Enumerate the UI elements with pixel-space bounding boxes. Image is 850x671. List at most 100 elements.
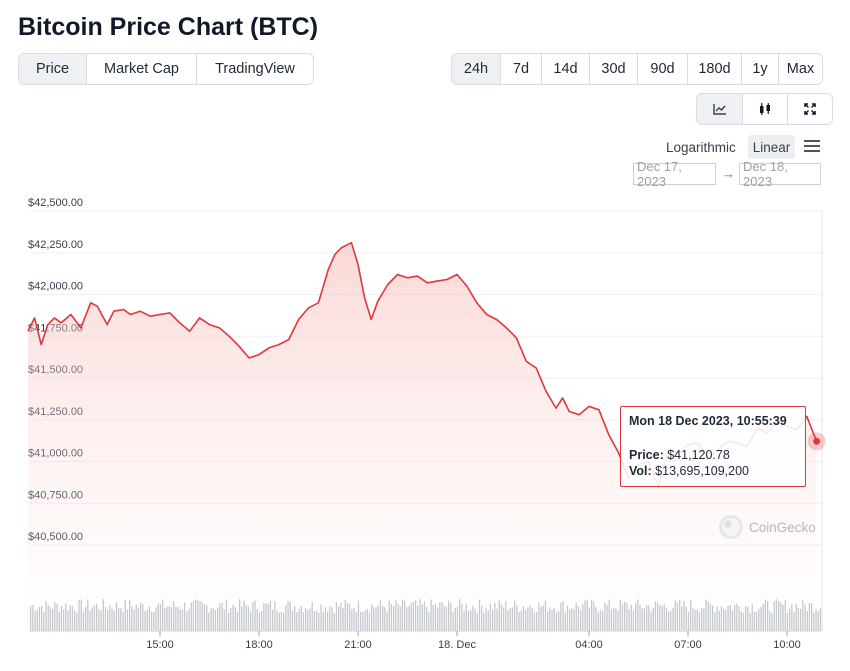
volume-bar <box>564 612 566 631</box>
date-range-arrow: → <box>722 166 735 181</box>
range-24h-button[interactable]: 24h <box>452 54 500 84</box>
volume-bar <box>709 604 712 631</box>
tab-market-cap[interactable]: Market Cap <box>86 54 196 84</box>
volume-bar <box>335 602 338 631</box>
range-1y-button[interactable]: 1y <box>741 54 778 84</box>
volume-bar <box>269 600 272 631</box>
volume-bar <box>525 609 527 631</box>
volume-bar <box>542 605 544 631</box>
volume-bar <box>551 609 553 631</box>
volume-bar <box>683 600 685 631</box>
logarithmic-scale-option[interactable]: Logarithmic <box>666 139 736 155</box>
volume-bar <box>52 609 54 631</box>
volume-bar <box>280 611 283 631</box>
range-14d-button[interactable]: 14d <box>541 54 589 84</box>
volume-bar <box>157 603 159 631</box>
volume-bar <box>41 605 43 631</box>
volume-bar <box>74 610 76 631</box>
volume-bar <box>773 601 775 631</box>
range-180d-button[interactable]: 180d <box>687 54 741 84</box>
volume-bar <box>80 599 82 631</box>
volume-bar <box>124 600 126 631</box>
range-30d-button[interactable]: 30d <box>589 54 637 84</box>
candlestick-view-button[interactable] <box>742 94 787 124</box>
volume-bar <box>430 599 432 631</box>
tooltip-vol-value: $13,695,109,200 <box>655 464 750 478</box>
range-7d-button[interactable]: 7d <box>500 54 541 84</box>
fullscreen-button[interactable] <box>787 94 832 124</box>
range-90d-button[interactable]: 90d <box>637 54 687 84</box>
volume-bar <box>82 611 85 631</box>
volume-bar <box>428 611 430 631</box>
volume-bar <box>243 600 245 631</box>
tab-tradingview[interactable]: TradingView <box>196 54 313 84</box>
volume-bar <box>813 612 815 631</box>
volume-bar <box>113 610 115 631</box>
volume-bar <box>474 608 476 631</box>
volume-bar <box>516 605 518 631</box>
volume-bar <box>155 607 157 631</box>
x-tick-label: 18:00 <box>245 639 273 651</box>
volume-bar <box>749 612 751 631</box>
volume-bar <box>177 606 179 631</box>
volume-bar <box>549 607 551 631</box>
hamburger-menu-icon[interactable] <box>803 138 821 154</box>
volume-bar <box>43 611 45 631</box>
volume-bar <box>637 599 639 631</box>
range-max-button[interactable]: Max <box>778 54 822 84</box>
volume-bar <box>71 606 74 631</box>
volume-bar <box>184 602 186 631</box>
volume-bar <box>518 611 520 631</box>
volume-bar <box>782 605 784 631</box>
date-to-input[interactable]: Dec 18, 2023 <box>739 159 821 189</box>
volume-bar <box>120 608 122 631</box>
volume-bar <box>789 608 791 631</box>
volume-bar <box>639 604 641 631</box>
line-view-button[interactable] <box>697 94 742 124</box>
volume-bar <box>529 605 531 631</box>
volume-bar <box>511 607 514 631</box>
volume-bar <box>399 606 401 631</box>
view-mode-selector <box>696 93 833 125</box>
volume-bar <box>553 607 555 631</box>
volume-bar <box>514 600 516 631</box>
volume-bar <box>659 605 661 631</box>
volume-bar <box>100 610 102 631</box>
price-chart[interactable]: $40,500.00$40,750.00$41,000.00$41,250.00… <box>0 195 850 665</box>
volume-bar <box>641 608 643 631</box>
volume-bar <box>206 605 208 631</box>
volume-bar <box>654 601 657 631</box>
volume-bar <box>756 611 758 631</box>
volume-bar <box>305 608 307 631</box>
volume-bar <box>674 600 676 631</box>
tab-price[interactable]: Price <box>19 54 86 84</box>
volume-bar <box>401 599 404 631</box>
volume-bar <box>701 608 703 631</box>
chart-type-tabs: Price Market Cap TradingView <box>18 53 314 85</box>
volume-bar <box>507 610 509 631</box>
volume-bar <box>687 611 690 631</box>
volume-bar <box>250 611 252 631</box>
volume-bar <box>498 600 500 631</box>
x-axis-labels: 15:00 18:00 21:00 18. Dec 04:00 07:00 10:00 <box>146 631 801 651</box>
volume-bar <box>599 610 602 631</box>
y-tick-label: $42,500.00 <box>28 197 83 209</box>
volume-bar <box>278 612 280 631</box>
volume-bar <box>371 604 373 631</box>
date-from-input[interactable]: Dec 17, 2023 <box>633 159 716 189</box>
linear-scale-option[interactable]: Linear <box>748 135 795 159</box>
volume-bar <box>140 602 142 631</box>
volume-bar <box>234 606 236 631</box>
volume-bar <box>753 611 756 631</box>
coingecko-watermark: CoinGecko <box>718 514 816 540</box>
volume-bar <box>496 608 498 631</box>
hover-marker-dot <box>813 437 821 445</box>
volume-bar <box>610 609 613 631</box>
volume-bar <box>445 606 448 631</box>
volume-bar <box>316 610 318 631</box>
volume-bar <box>228 612 230 631</box>
volume-bar <box>173 601 175 631</box>
volume-bar <box>582 604 584 631</box>
volume-bar <box>221 602 223 631</box>
volume-bar <box>85 606 87 631</box>
